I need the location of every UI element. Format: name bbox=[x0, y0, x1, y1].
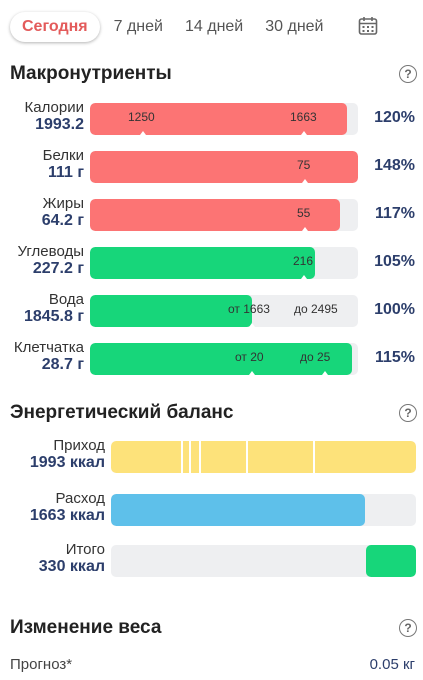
energy-bar-segment bbox=[181, 441, 183, 473]
forecast-label: Прогноз* bbox=[10, 656, 73, 673]
macro-percent: 105% bbox=[374, 253, 415, 270]
macro-value: 1845.8 г bbox=[23, 308, 84, 325]
macro-tick bbox=[140, 131, 146, 135]
tab-today[interactable]: Сегодня bbox=[10, 12, 100, 42]
macro-value: 1993.2 bbox=[35, 116, 84, 133]
macro-tick bbox=[301, 131, 307, 135]
macro-bar-fill bbox=[90, 151, 358, 183]
energy-bar-segment bbox=[199, 441, 201, 473]
energy-bar-segment bbox=[313, 441, 315, 473]
macro-mark: 1250 bbox=[128, 110, 155, 124]
energy-row-intake: Приход 1993 ккал bbox=[0, 437, 423, 477]
macro-tick bbox=[322, 371, 328, 375]
macro-tick bbox=[302, 227, 308, 231]
macro-name: Белки bbox=[42, 147, 84, 164]
macro-percent: 100% bbox=[374, 301, 415, 318]
period-tabs: Сегодня 7 дней 14 дней 30 дней bbox=[10, 10, 413, 44]
macro-bar: от 1663 до 2495 bbox=[90, 295, 358, 327]
macro-mark: 216 bbox=[293, 254, 314, 268]
macro-value: 111 г bbox=[47, 164, 84, 181]
macro-name: Клетчатка bbox=[13, 339, 84, 356]
energy-bar-fill bbox=[111, 494, 365, 526]
macro-bar-fill bbox=[90, 343, 352, 375]
macro-bar-fill bbox=[90, 247, 315, 279]
tab-30-days[interactable]: 30 дней bbox=[265, 18, 324, 35]
macro-tick bbox=[301, 275, 307, 279]
macro-bar: от 20 до 25 bbox=[90, 343, 358, 375]
energy-bar-segment bbox=[189, 441, 191, 473]
macro-mark: до 2495 bbox=[294, 302, 338, 316]
energy-row-expenditure: Расход 1663 ккал bbox=[0, 490, 423, 530]
energy-help-icon[interactable]: ? bbox=[399, 404, 417, 422]
macro-bar: 216 bbox=[90, 247, 358, 279]
macro-percent: 115% bbox=[374, 349, 415, 366]
energy-bar bbox=[111, 494, 416, 526]
macro-row-fat: Жиры 64.2 г 55 117% bbox=[0, 195, 423, 235]
macro-row-carbs: Углеводы 227.2 г 216 105% bbox=[0, 243, 423, 283]
energy-value: 1993 ккал bbox=[29, 454, 105, 471]
macro-tick bbox=[302, 179, 308, 183]
macro-row-calories: Калории 1993.2 1250 1663 120% bbox=[0, 99, 423, 139]
energy-bar-fill bbox=[111, 441, 416, 473]
macro-row-fiber: Клетчатка 28.7 г от 20 до 25 115% bbox=[0, 339, 423, 379]
macro-bar: 75 bbox=[90, 151, 358, 183]
macro-bar-fill bbox=[90, 295, 252, 327]
macro-name: Углеводы bbox=[17, 243, 84, 260]
tab-14-days[interactable]: 14 дней bbox=[184, 18, 244, 35]
macros-title: Макронутриенты bbox=[10, 63, 172, 84]
energy-name: Итого bbox=[65, 541, 105, 558]
macro-percent: 120% bbox=[374, 109, 415, 126]
energy-name: Расход bbox=[55, 490, 105, 507]
macro-bar-fill bbox=[90, 199, 340, 231]
energy-row-total: Итого 330 ккал bbox=[0, 541, 423, 581]
energy-bar-segment bbox=[246, 441, 248, 473]
energy-name: Приход bbox=[53, 437, 105, 454]
macro-name: Вода bbox=[48, 291, 84, 308]
macro-tick bbox=[249, 323, 255, 327]
macro-mark: до 25 bbox=[300, 350, 331, 364]
energy-bar bbox=[111, 441, 416, 473]
macro-value: 28.7 г bbox=[41, 356, 84, 373]
macro-tick bbox=[249, 371, 255, 375]
macro-bar-fill bbox=[90, 103, 347, 135]
macro-row-protein: Белки 111 г 75 148% bbox=[0, 147, 423, 187]
weight-help-icon[interactable]: ? bbox=[399, 619, 417, 637]
macro-mark: 75 bbox=[297, 158, 311, 172]
energy-value: 330 ккал bbox=[38, 558, 105, 575]
macro-row-water: Вода 1845.8 г от 1663 до 2495 100% bbox=[0, 291, 423, 331]
macro-bar: 1250 1663 bbox=[90, 103, 358, 135]
macro-name: Калории bbox=[24, 99, 84, 116]
calendar-icon[interactable] bbox=[358, 16, 378, 36]
macro-mark: 55 bbox=[297, 206, 311, 220]
macro-mark: от 1663 bbox=[228, 302, 270, 316]
macro-mark: 1663 bbox=[290, 110, 317, 124]
energy-bar-fill bbox=[366, 545, 416, 577]
weight-title: Изменение веса bbox=[10, 617, 162, 638]
tab-7-days[interactable]: 7 дней bbox=[113, 18, 163, 35]
macro-bar: 55 bbox=[90, 199, 358, 231]
forecast-value: 0.05 кг bbox=[369, 656, 415, 673]
macro-mark: от 20 bbox=[235, 350, 264, 364]
macro-name: Жиры bbox=[42, 195, 84, 212]
energy-value: 1663 ккал bbox=[29, 507, 105, 524]
energy-title: Энергетический баланс bbox=[10, 402, 234, 423]
energy-bar bbox=[111, 545, 416, 577]
macro-value: 64.2 г bbox=[41, 212, 84, 229]
macro-percent: 117% bbox=[374, 205, 415, 222]
macro-percent: 148% bbox=[374, 157, 415, 174]
macro-value: 227.2 г bbox=[32, 260, 84, 277]
macros-help-icon[interactable]: ? bbox=[399, 65, 417, 83]
